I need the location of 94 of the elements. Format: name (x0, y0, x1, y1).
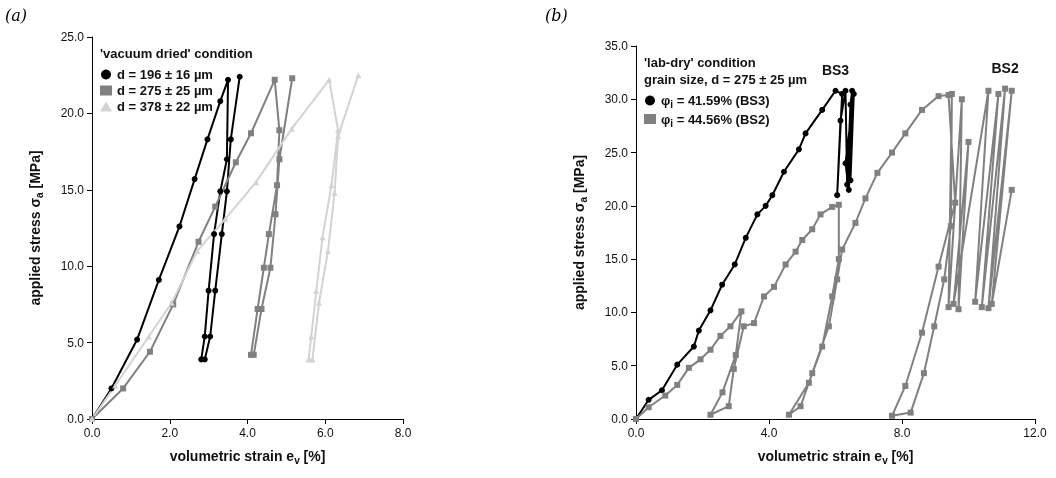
chart-title: (b) (545, 5, 568, 25)
y-axis-title: applied stress σa [MPa] (27, 150, 45, 306)
point (844, 181, 851, 188)
point (223, 188, 230, 195)
point (260, 264, 267, 271)
point (204, 136, 211, 143)
point (236, 73, 243, 80)
legend-label: d = 196 ± 16 µm (117, 67, 213, 82)
y-axis-title: applied stress σa [MPa] (571, 154, 589, 311)
x-tick-label: 4.0 (239, 426, 257, 440)
point (690, 343, 697, 350)
y-tick-label: 15.0 (604, 252, 629, 267)
y-tick-label: 25.0 (604, 145, 629, 160)
point (217, 188, 224, 195)
y-tick-label: 30.0 (604, 92, 629, 107)
point (195, 238, 202, 245)
point (253, 179, 260, 186)
y-tick-label: 10.0 (604, 305, 629, 320)
annotation: BS2 (991, 59, 1019, 76)
x-tick-label: 0.0 (83, 426, 101, 440)
point (218, 231, 225, 238)
point (212, 287, 219, 294)
legend-label: d = 378 ± 22 µm (117, 99, 213, 114)
point (146, 348, 153, 355)
point (834, 192, 841, 199)
point (248, 130, 254, 137)
x-tick-label: 12.0 (1023, 426, 1047, 440)
point (754, 211, 761, 218)
point (272, 211, 279, 218)
point (271, 76, 278, 83)
point (288, 125, 295, 132)
point (674, 361, 681, 368)
point (731, 261, 738, 268)
point (819, 106, 826, 113)
y-tick-label: 35.0 (604, 39, 629, 53)
point (274, 182, 281, 189)
y-tick-label: 10.0 (60, 259, 85, 274)
y-tick-label: 0.0 (67, 412, 85, 426)
point (267, 264, 274, 271)
point (695, 327, 702, 334)
x-tick-label: 4.0 (760, 426, 778, 440)
point (276, 156, 283, 163)
point (802, 130, 809, 137)
point (842, 87, 849, 94)
x-tick-label: 8.0 (893, 426, 911, 440)
point (265, 231, 272, 238)
point (134, 336, 141, 343)
x-tick-label: 0.0 (627, 426, 645, 440)
point (780, 168, 787, 175)
legend-label: d = 275 ± 25 µm (117, 83, 213, 98)
point (217, 98, 224, 105)
point (707, 307, 714, 314)
point (795, 146, 802, 153)
point (645, 396, 652, 403)
point (191, 176, 198, 183)
x-tick-label: 2.0 (161, 426, 179, 440)
point (223, 156, 230, 163)
point (316, 299, 323, 306)
point (837, 117, 844, 124)
point (207, 333, 214, 340)
point (658, 387, 665, 394)
chart-title: (a) (5, 5, 28, 25)
point (742, 234, 749, 241)
y-tick-label: 5.0 (67, 335, 85, 350)
point (832, 87, 839, 94)
point (845, 186, 852, 193)
point (227, 136, 234, 143)
point (276, 127, 283, 134)
x-tick-label: 6.0 (316, 426, 334, 440)
point (222, 215, 229, 222)
point (762, 202, 769, 209)
point (211, 231, 218, 238)
point (205, 287, 212, 294)
point (289, 75, 296, 82)
legend-title: 'vacuum dried' condition (100, 46, 253, 61)
point (176, 223, 183, 230)
y-tick-label: 15.0 (60, 182, 85, 197)
annotation: BS3 (821, 61, 850, 78)
point (194, 247, 201, 254)
point (155, 276, 162, 283)
point (232, 159, 239, 166)
x-tick-label: 8.0 (394, 426, 412, 440)
y-tick-label: 25.0 (60, 30, 85, 44)
y-tick-label: 0.0 (611, 412, 629, 426)
y-tick-label: 20.0 (604, 198, 629, 213)
y-tick-label: 20.0 (60, 106, 85, 121)
point (769, 192, 776, 199)
point (120, 385, 127, 392)
point (212, 203, 219, 210)
point (326, 76, 333, 83)
y-tick-label: 5.0 (611, 358, 629, 373)
point (225, 76, 232, 83)
point (719, 281, 726, 288)
point (335, 127, 342, 134)
